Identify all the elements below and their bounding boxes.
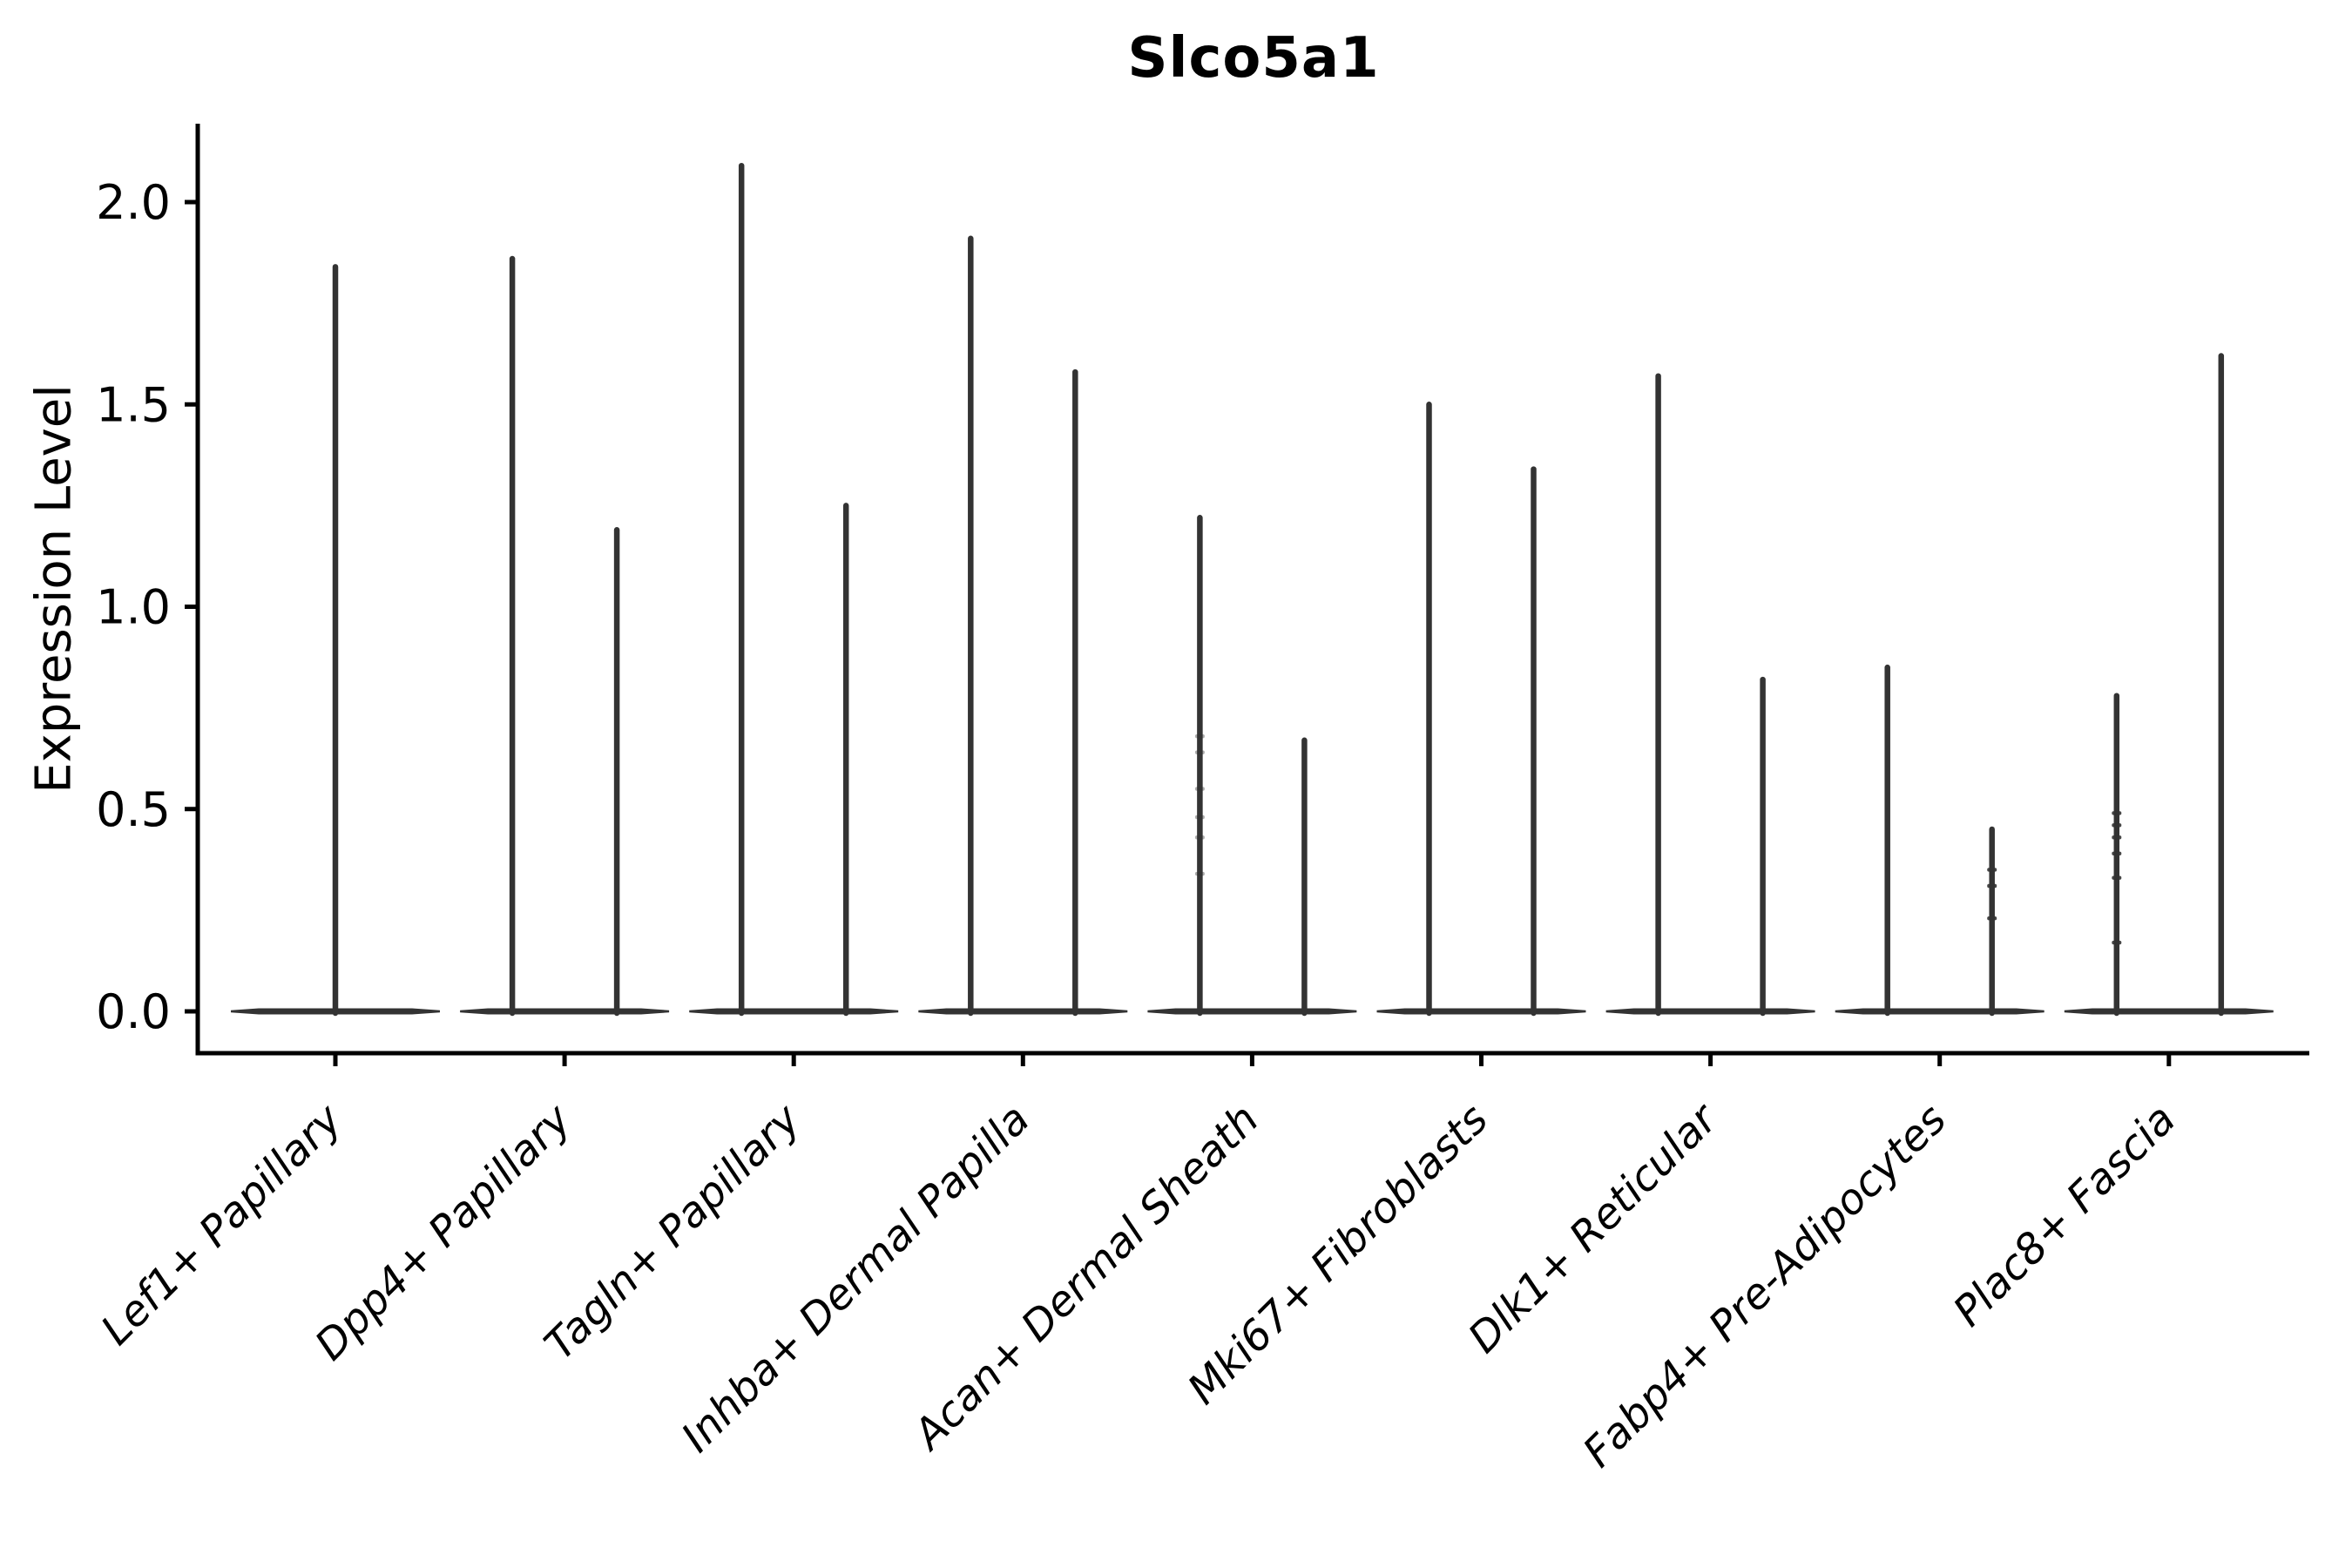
cell-point [2112,875,2122,880]
violin-base [918,1008,1128,1015]
y-tick-label: 0.0 [96,984,171,1039]
violin-base [460,1008,670,1015]
chart-title: Slco5a1 [1127,26,1380,91]
cell-point [1194,814,1205,820]
cell-point [1987,868,1997,872]
violin-base [1147,1008,1357,1015]
violin-base [1605,1008,1815,1015]
violin-base [1376,1008,1586,1015]
cell-point [1194,733,1205,739]
x-tick-label: Dlk1+ Reticular [1459,1093,1729,1363]
x-tick-label: Fabp4+ Pre-Adipocytes [1574,1095,1957,1477]
y-tick-label: 2.0 [96,175,171,230]
y-tick-label: 1.0 [96,580,171,635]
cell-point [1194,835,1205,840]
cell-point [2112,811,2122,815]
violin-base [2064,1008,2274,1015]
x-tick-label: Tagln+ Papillary [535,1094,810,1369]
cell-point [1194,750,1205,754]
y-tick-label: 1.5 [96,377,171,432]
cell-point [1194,871,1205,876]
cell-point [1987,883,1997,889]
x-tick-label: Dpp4+ Papillary [306,1094,581,1369]
cell-point [2112,851,2122,856]
x-tick-label: Plac8+ Fascia [1944,1095,2186,1336]
violin-base [1835,1008,2044,1015]
cell-point [1987,916,1997,921]
cell-point [2112,823,2122,828]
violin-base [689,1008,899,1015]
cell-point [2112,835,2122,840]
cell-point [1194,787,1205,791]
y-tick-label: 0.5 [96,782,171,837]
cell-point [2112,940,2122,945]
x-tick-label: Lef1+ Papillary [91,1094,352,1355]
